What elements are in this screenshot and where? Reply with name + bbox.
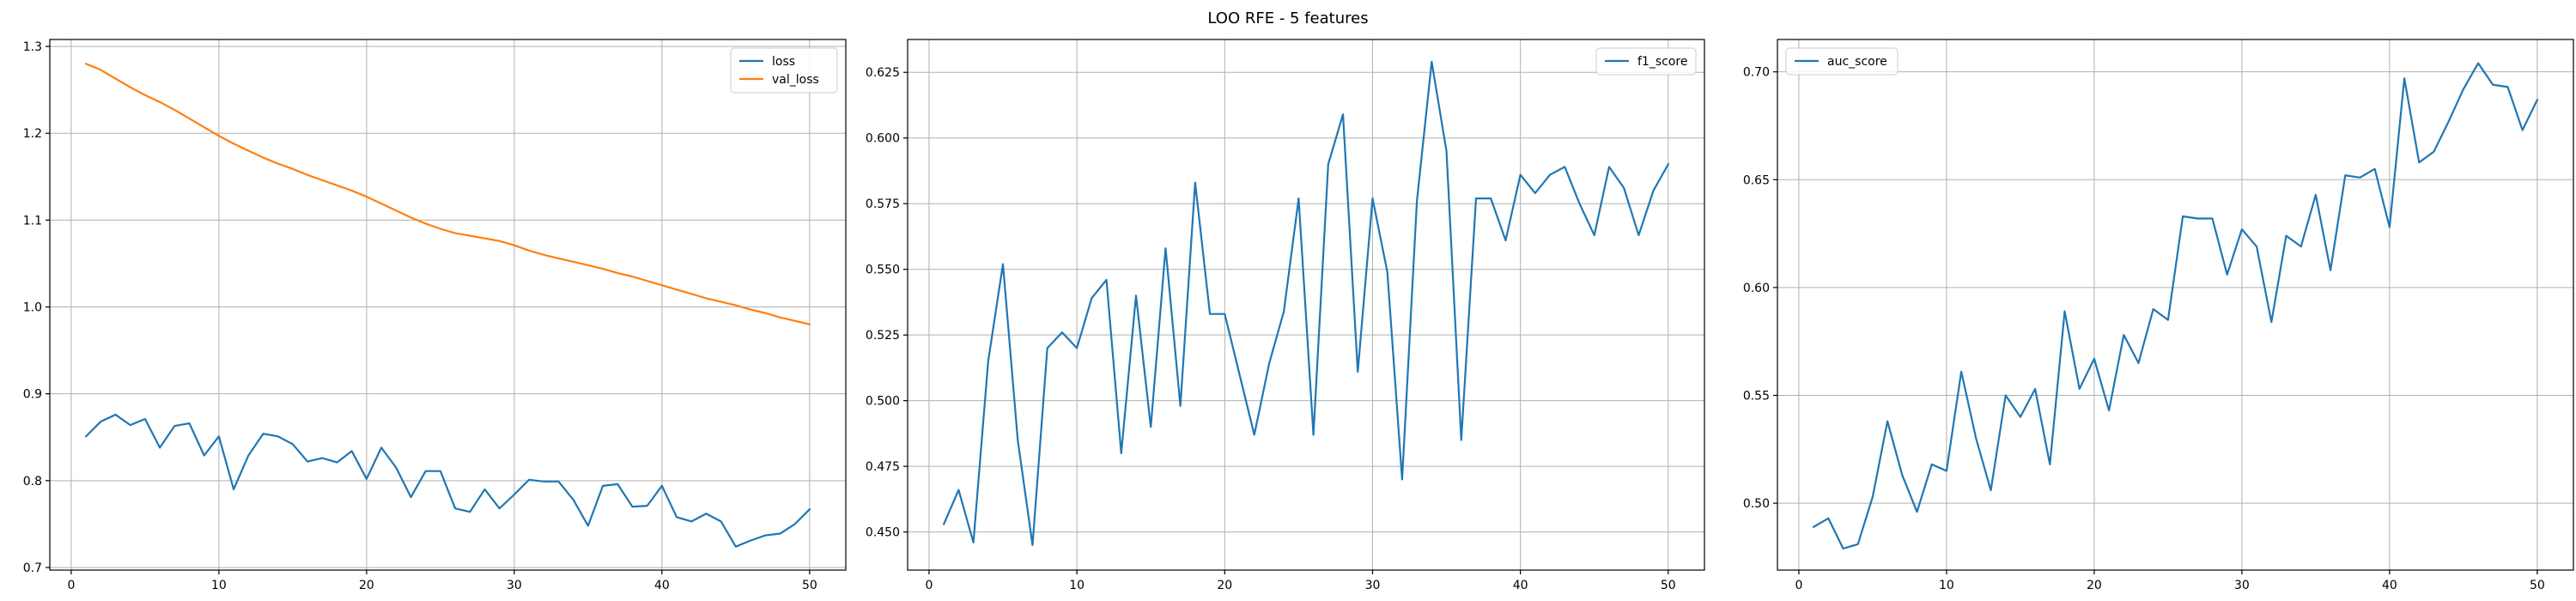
y-tick-label: 0.8 [23,475,42,489]
legend-label: loss [772,55,795,69]
y-tick-label: 0.575 [866,197,900,211]
x-tick-label: 10 [211,579,227,592]
y-tick-label: 0.7 [23,562,42,575]
legend-frame [730,47,838,94]
axes-frame [1777,39,2574,571]
x-tick-label: 10 [1069,579,1084,592]
plot-area [1777,39,2573,570]
series-line-auc-score [1812,62,2539,549]
series-line-loss [84,413,811,548]
x-tick-label: 20 [2087,579,2102,592]
axes-frame [907,39,1705,571]
y-tick-label: 0.9 [23,388,42,402]
subplots-container: 0 10 20 30 40 50 0.7 0.8 0.9 1.0 1.1 1.2 1.3 loss val_… [23,39,2574,592]
subplot-1: 0 10 20 30 40 50 0.7 0.8 0.9 1.0 1.1 1.2 1.3 loss val_… [23,39,847,592]
y-tick-label: 0.60 [1743,282,1770,295]
legend-frame [1595,47,1697,76]
x-tick-label: 0 [67,579,75,592]
figure-title: LOO RFE - 5 features [1207,9,1368,27]
y-tick-label: 1.2 [23,127,42,141]
axes-frame [49,39,847,571]
y-tick-label: 1.0 [23,301,42,315]
x-tick-label: 30 [2234,579,2250,592]
y-tick-label: 1.1 [23,214,42,228]
y-tick-label: 0.50 [1743,497,1770,511]
y-tick-label: 0.625 [866,66,900,80]
y-tick-label: 0.475 [866,460,900,474]
legend-label: f1_score [1637,55,1687,69]
x-tick-label: 50 [1661,579,1676,592]
y-tick-label: 0.65 [1743,173,1770,187]
x-tick-label: 40 [2382,579,2397,592]
y-tick-label: 0.525 [866,329,900,343]
x-tick-label: 20 [1217,579,1232,592]
x-tick-label: 10 [1939,579,1954,592]
y-tick-label: 0.600 [866,132,900,146]
x-tick-label: 40 [654,579,670,592]
y-tick-label: 0.55 [1743,390,1770,404]
y-tick-label: 0.70 [1743,66,1770,80]
x-tick-label: 50 [2530,579,2545,592]
legend-label: auc_score [1827,55,1887,69]
legend: loss val_loss [730,47,838,94]
x-tick-label: 0 [1795,579,1802,592]
subplot-2: 0 10 20 30 40 50 0.450 0.475 0.500 0.525 0.550 0.57… [866,39,1705,592]
y-tick-label: 0.450 [866,526,900,540]
series-line-val-loss [84,62,811,326]
legend-label: val_loss [772,73,819,87]
plot-area [50,39,846,570]
y-tick-label: 0.550 [866,264,900,277]
legend: f1_score [1595,47,1697,76]
x-tick-label: 30 [507,579,522,592]
y-tick-label: 1.3 [23,40,42,54]
x-tick-label: 50 [802,579,817,592]
y-tick-label: 0.500 [866,395,900,409]
subplot-3: 0 10 20 30 40 50 0.50 0.55 0.60 0.65 0.70 auc_score [1743,39,2574,592]
legend-frame [1785,47,1899,76]
legend: auc_score [1785,47,1899,76]
x-tick-label: 0 [926,579,933,592]
series-line-f1-score [942,60,1670,547]
x-tick-label: 20 [359,579,374,592]
x-tick-label: 30 [1365,579,1381,592]
x-tick-label: 40 [1513,579,1528,592]
